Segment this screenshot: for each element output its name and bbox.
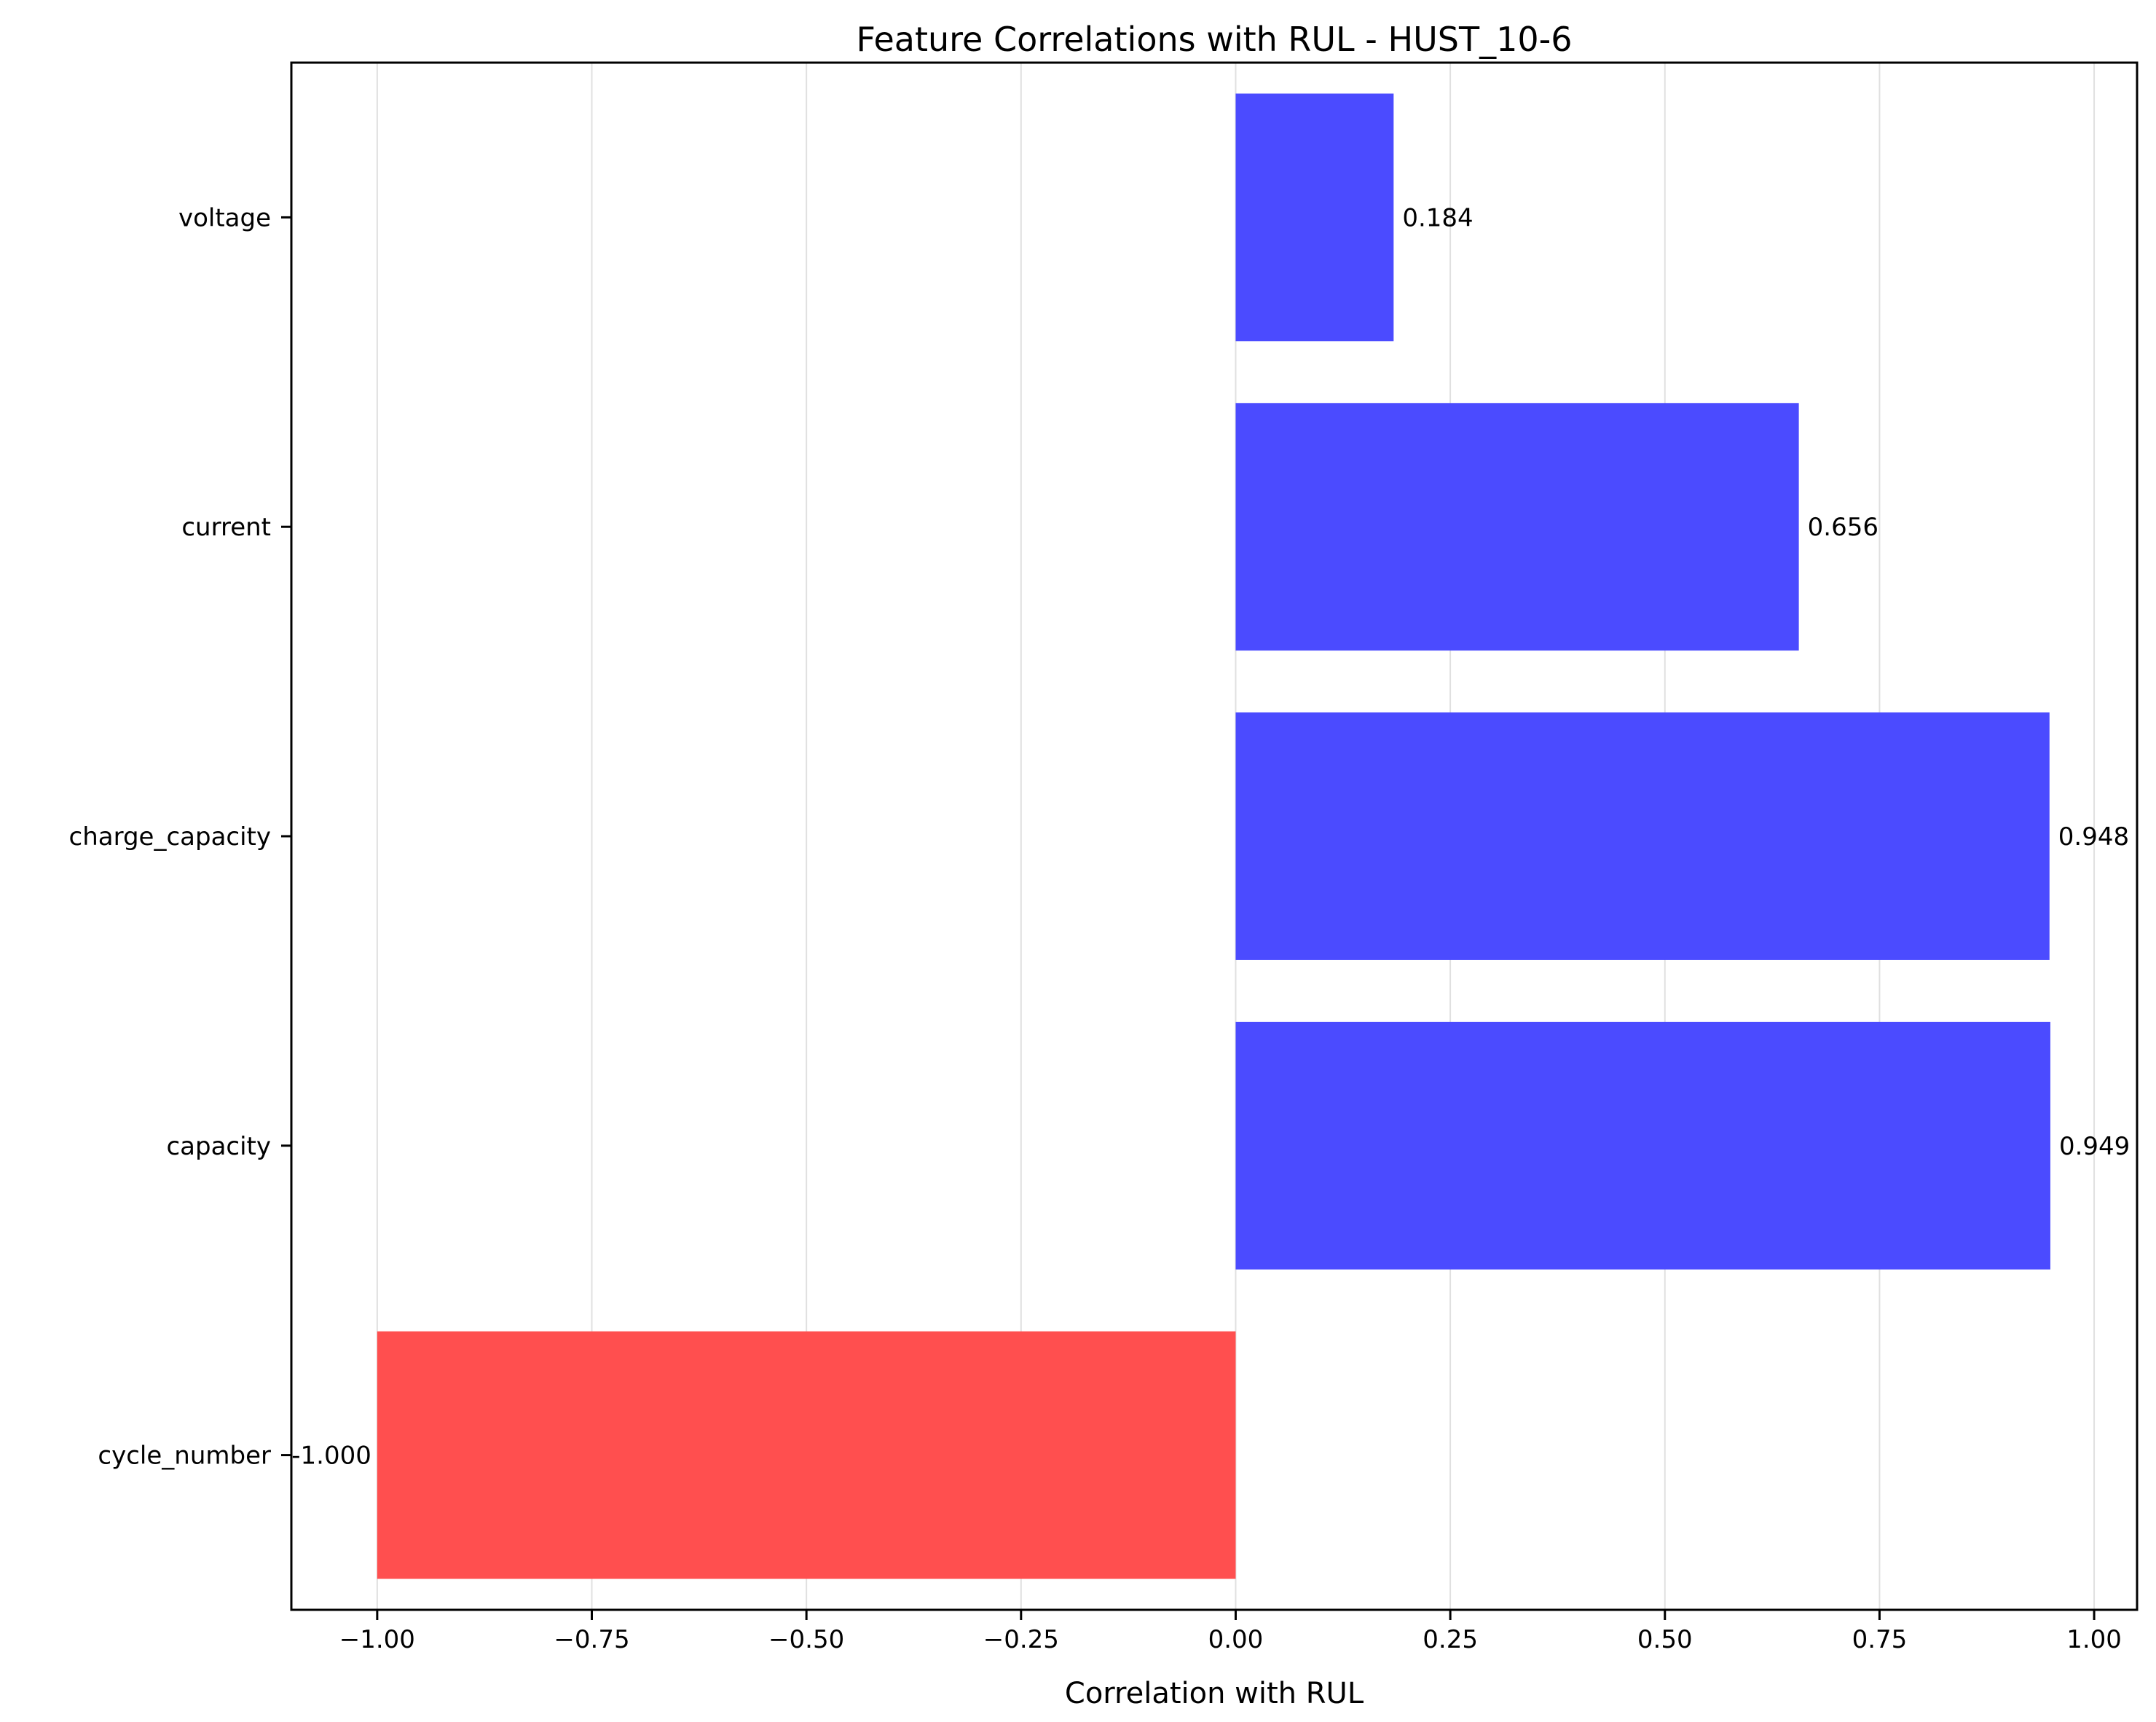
data-label-capacity: 0.949 bbox=[2059, 1132, 2130, 1161]
chart-title: Feature Correlations with RUL - HUST_10-… bbox=[857, 20, 1573, 59]
x-tick-label: −0.50 bbox=[768, 1625, 844, 1654]
x-tick-label: 1.00 bbox=[2066, 1625, 2122, 1654]
y-tick-label-charge_capacity: charge_capacity bbox=[69, 822, 272, 852]
y-tick-label-capacity: capacity bbox=[166, 1132, 271, 1161]
bar-current bbox=[1235, 403, 1799, 651]
x-tick-label: 0.25 bbox=[1423, 1625, 1478, 1654]
axis-layer: −1.00 −0.75 −0.50 −0.25 0.00 0.25 0.50 0.75 1.00… bbox=[69, 61, 2139, 1654]
x-tick-label: 0.75 bbox=[1852, 1625, 1908, 1654]
data-label-current: 0.656 bbox=[1808, 513, 1878, 542]
x-tick-label: −0.75 bbox=[554, 1625, 629, 1654]
y-tick-label-voltage: voltage bbox=[178, 203, 271, 232]
bar-capacity bbox=[1235, 1021, 2050, 1270]
x-tick-label: 0.50 bbox=[1637, 1625, 1693, 1654]
x-tick-label: 0.00 bbox=[1208, 1625, 1264, 1654]
y-tick-label-cycle_number: cycle_number bbox=[98, 1442, 271, 1471]
labels-layer: -1.000 0.949 0.948 0.656 0.184 bbox=[291, 203, 2130, 1470]
bar-cycle_number bbox=[377, 1331, 1236, 1579]
y-tick-label-current: current bbox=[181, 513, 271, 542]
x-tick-label: −1.00 bbox=[339, 1625, 415, 1654]
x-axis-label: Correlation with RUL bbox=[1065, 1677, 1364, 1710]
data-label-cycle_number: -1.000 bbox=[291, 1442, 371, 1471]
x-tick-label: −0.25 bbox=[983, 1625, 1059, 1654]
bar-charge_capacity bbox=[1235, 712, 2050, 960]
data-label-voltage: 0.184 bbox=[1402, 203, 1473, 232]
bars-layer bbox=[377, 93, 2050, 1579]
data-label-charge_capacity: 0.948 bbox=[2058, 822, 2129, 852]
bar-voltage bbox=[1235, 93, 1394, 342]
